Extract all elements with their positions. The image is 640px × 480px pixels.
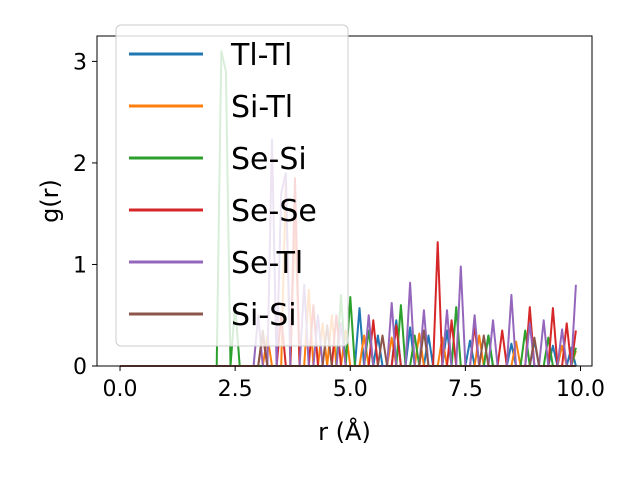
- legend-label-si-si: Si-Si: [231, 298, 297, 333]
- y-tick-label: 3: [73, 50, 87, 75]
- x-axis-label: r (Å): [318, 417, 371, 446]
- y-tick-label: 1: [73, 253, 87, 278]
- y-tick-label: 2: [73, 152, 87, 177]
- y-axis-ticks: 0 1 2 3: [73, 50, 97, 380]
- x-tick-label: 5.0: [333, 377, 368, 402]
- legend-label-tl-tl: Tl-Tl: [230, 38, 292, 73]
- x-tick-label: 7.5: [448, 377, 483, 402]
- y-tick-label: 0: [73, 355, 87, 380]
- x-tick-label: 0.0: [103, 377, 138, 402]
- x-tick-label: 2.5: [218, 377, 253, 402]
- legend-label-si-tl: Si-Tl: [231, 90, 293, 125]
- legend: Tl-Tl Si-Tl Se-Si Se-Se Se-Tl Si-Si: [115, 24, 349, 347]
- legend-label-se-se: Se-Se: [231, 194, 317, 229]
- x-axis-ticks: 0.0 2.5 5.0 7.5 10.0: [103, 366, 605, 402]
- x-tick-label: 10.0: [556, 377, 605, 402]
- legend-label-se-tl: Se-Tl: [231, 246, 303, 281]
- y-axis-label: g(r): [36, 179, 64, 223]
- legend-label-se-si: Se-Si: [231, 142, 307, 177]
